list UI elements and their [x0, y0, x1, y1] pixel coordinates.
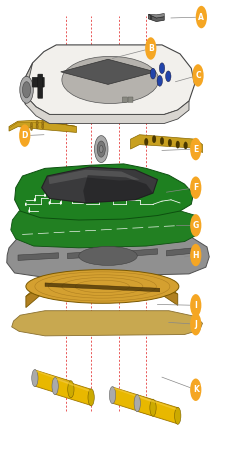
Circle shape — [159, 63, 165, 74]
Circle shape — [49, 201, 50, 205]
Polygon shape — [7, 233, 209, 277]
Circle shape — [160, 137, 164, 145]
Circle shape — [157, 75, 162, 86]
Circle shape — [36, 121, 38, 125]
Circle shape — [42, 121, 44, 125]
Polygon shape — [24, 81, 189, 123]
Circle shape — [152, 136, 156, 143]
Circle shape — [94, 136, 108, 163]
Polygon shape — [112, 387, 153, 416]
Circle shape — [196, 6, 207, 28]
Polygon shape — [11, 204, 200, 248]
Text: B: B — [148, 44, 154, 53]
Circle shape — [145, 37, 156, 60]
Text: A: A — [198, 13, 204, 22]
Circle shape — [60, 201, 62, 205]
Circle shape — [168, 139, 172, 146]
Circle shape — [36, 124, 38, 129]
Ellipse shape — [134, 395, 140, 412]
Polygon shape — [61, 59, 155, 84]
Ellipse shape — [62, 57, 159, 104]
Circle shape — [28, 209, 30, 213]
Circle shape — [99, 145, 103, 153]
Circle shape — [34, 198, 36, 202]
Polygon shape — [48, 170, 140, 184]
Circle shape — [30, 126, 33, 131]
Ellipse shape — [79, 247, 137, 265]
Text: E: E — [193, 145, 198, 154]
Circle shape — [97, 141, 105, 157]
Polygon shape — [15, 164, 193, 220]
Ellipse shape — [32, 370, 38, 387]
Ellipse shape — [68, 381, 74, 398]
Ellipse shape — [52, 378, 58, 395]
Circle shape — [192, 143, 195, 150]
FancyBboxPatch shape — [128, 97, 133, 102]
Ellipse shape — [109, 387, 116, 404]
Text: F: F — [193, 183, 198, 192]
Circle shape — [176, 141, 180, 148]
Polygon shape — [55, 378, 91, 405]
Polygon shape — [130, 135, 202, 153]
Polygon shape — [83, 175, 153, 203]
Text: I: I — [194, 301, 197, 310]
Polygon shape — [68, 251, 112, 259]
Circle shape — [190, 313, 201, 335]
Polygon shape — [18, 253, 58, 260]
Polygon shape — [24, 63, 33, 104]
Polygon shape — [9, 120, 77, 128]
Polygon shape — [26, 274, 178, 296]
Circle shape — [184, 142, 187, 149]
Polygon shape — [45, 283, 160, 292]
Polygon shape — [42, 167, 157, 203]
Circle shape — [190, 379, 201, 401]
Circle shape — [190, 244, 201, 266]
Polygon shape — [9, 120, 77, 132]
Ellipse shape — [175, 407, 181, 424]
Circle shape — [42, 124, 44, 129]
Circle shape — [25, 202, 27, 206]
Circle shape — [190, 214, 201, 237]
Polygon shape — [12, 311, 202, 336]
Circle shape — [190, 138, 201, 160]
Circle shape — [144, 138, 148, 145]
FancyBboxPatch shape — [38, 74, 43, 98]
Text: J: J — [194, 320, 197, 329]
Circle shape — [190, 176, 201, 199]
Circle shape — [150, 68, 156, 79]
Ellipse shape — [26, 269, 179, 304]
Ellipse shape — [88, 389, 94, 406]
Text: C: C — [195, 71, 201, 80]
Polygon shape — [122, 249, 158, 257]
Text: K: K — [193, 385, 199, 394]
Circle shape — [44, 194, 46, 197]
Polygon shape — [35, 370, 71, 397]
FancyBboxPatch shape — [32, 77, 44, 87]
Polygon shape — [148, 14, 164, 22]
FancyBboxPatch shape — [122, 97, 127, 102]
Ellipse shape — [150, 399, 156, 416]
Circle shape — [190, 294, 201, 317]
Circle shape — [30, 123, 33, 127]
Circle shape — [166, 71, 171, 82]
Circle shape — [19, 124, 30, 147]
Polygon shape — [150, 16, 152, 19]
Text: H: H — [193, 251, 199, 260]
Polygon shape — [26, 274, 178, 308]
Polygon shape — [148, 13, 164, 18]
Text: G: G — [193, 221, 199, 230]
Circle shape — [22, 82, 31, 98]
Circle shape — [192, 64, 204, 87]
Polygon shape — [137, 395, 178, 424]
Polygon shape — [24, 45, 195, 114]
Text: D: D — [22, 131, 28, 140]
Polygon shape — [166, 248, 194, 256]
Circle shape — [20, 76, 33, 103]
